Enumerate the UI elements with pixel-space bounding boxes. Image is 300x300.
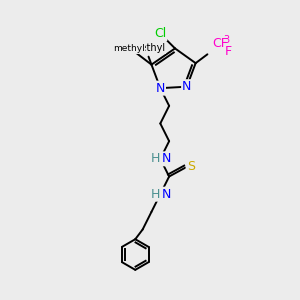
- Text: CF: CF: [212, 37, 228, 50]
- Text: H: H: [151, 152, 160, 165]
- Text: Cl: Cl: [154, 27, 167, 40]
- Text: N: N: [161, 188, 171, 201]
- Text: N: N: [161, 152, 171, 165]
- Text: N: N: [182, 80, 191, 93]
- Text: methyl: methyl: [113, 44, 145, 53]
- Text: H: H: [151, 188, 160, 201]
- Text: 3: 3: [223, 35, 230, 45]
- Text: N: N: [156, 82, 165, 95]
- Text: S: S: [187, 160, 195, 173]
- Text: methyl: methyl: [131, 44, 166, 53]
- Text: F: F: [224, 45, 232, 58]
